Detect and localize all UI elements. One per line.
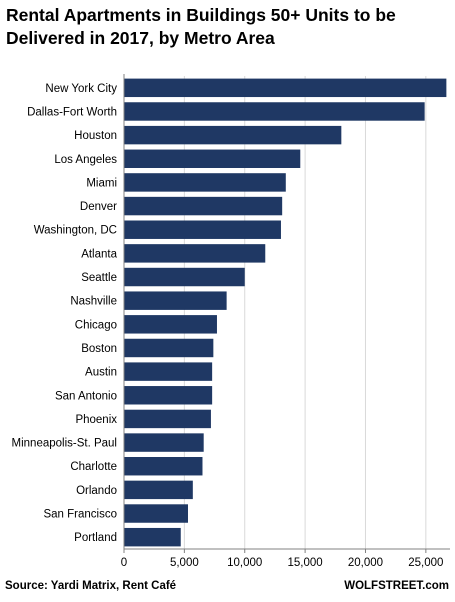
site-credit: WOLFSTREET.com [344, 580, 449, 592]
category-label-19: Portland [74, 532, 117, 544]
x-tick-label-3: 15,000 [288, 557, 323, 569]
bar-7 [124, 244, 266, 263]
x-tick-label-5: 25,000 [408, 557, 443, 569]
bar-16 [124, 457, 203, 476]
bar-13 [124, 386, 213, 405]
bar-0 [124, 78, 447, 98]
bar-9 [124, 291, 227, 310]
category-label-17: Orlando [76, 485, 117, 497]
bar-8 [124, 267, 245, 287]
source-note: Source: Yardi Matrix, Rent Café [5, 580, 177, 592]
bar-19 [124, 527, 181, 547]
bar-14 [124, 409, 211, 429]
x-tick-label-4: 20,000 [348, 557, 383, 569]
title-line-1: Rental Apartments in Buildings 50+ Units… [6, 5, 396, 25]
category-label-6: Washington, DC [34, 225, 117, 237]
bar-15 [124, 433, 204, 452]
category-label-9: Nashville [70, 296, 117, 308]
bar-10 [124, 315, 217, 334]
category-label-14: Phoenix [75, 414, 117, 426]
bar-4 [124, 173, 286, 192]
x-tick-label-0: 0 [121, 557, 127, 569]
category-label-13: San Antonio [55, 390, 117, 402]
category-label-7: Atlanta [81, 248, 117, 260]
x-tick-label-1: 5,000 [170, 557, 199, 569]
category-label-10: Chicago [75, 319, 117, 331]
bar-6 [124, 220, 281, 239]
bar-5 [124, 196, 283, 216]
category-label-4: Miami [86, 177, 117, 189]
category-label-3: Los Angeles [54, 154, 117, 166]
category-label-1: Dallas-Fort Worth [27, 106, 117, 118]
chart-title: Rental Apartments in Buildings 50+ Units… [6, 4, 451, 50]
bar-12 [124, 362, 213, 381]
bar-3 [124, 149, 301, 168]
category-label-12: Austin [85, 367, 117, 379]
category-label-8: Seattle [81, 272, 117, 284]
title-line-2: Delivered in 2017, by Metro Area [6, 28, 275, 48]
x-tick-label-2: 10,000 [227, 557, 262, 569]
category-label-16: Charlotte [70, 461, 117, 473]
bar-2 [124, 125, 342, 145]
bar-17 [124, 480, 193, 500]
bar-11 [124, 338, 214, 358]
category-label-2: Houston [74, 130, 117, 142]
category-label-15: Minneapolis-St. Paul [12, 438, 117, 450]
category-label-18: San Francisco [43, 509, 117, 521]
category-label-0: New York City [45, 83, 117, 95]
category-label-11: Boston [81, 343, 117, 355]
category-label-5: Denver [80, 201, 117, 213]
bar-1 [124, 102, 425, 121]
bar-18 [124, 504, 188, 523]
